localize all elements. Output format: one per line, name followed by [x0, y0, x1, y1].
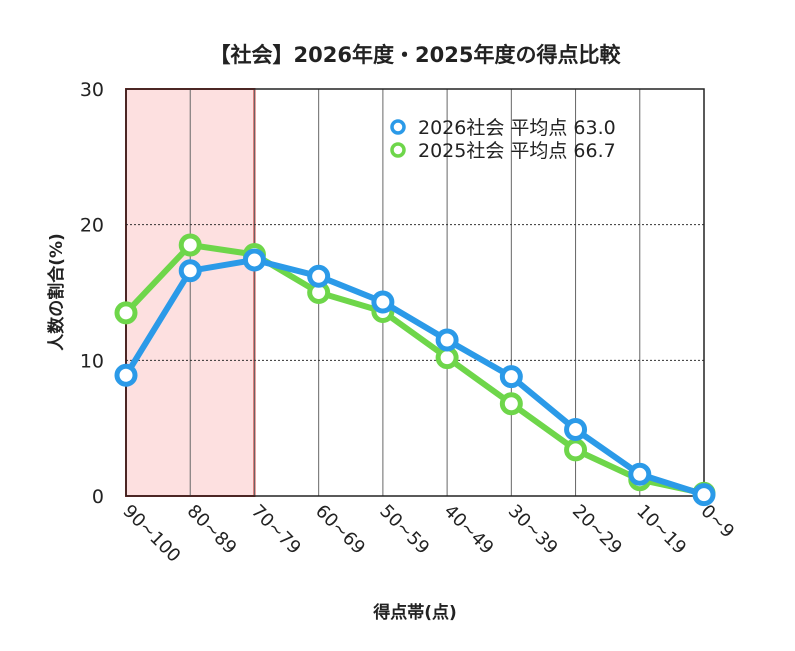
- x-tick-label: 70~79: [247, 501, 305, 559]
- legend-entry-2026: 2026社会 平均点 63.0: [418, 117, 616, 139]
- x-tick-label: 40~49: [440, 501, 498, 559]
- data-point: [242, 248, 266, 272]
- x-tick-label: 20~29: [568, 501, 626, 559]
- y-tick-label: 30: [80, 79, 104, 101]
- y-axis-ticks: 0 10 20 30: [80, 79, 104, 508]
- legend: 2026社会 平均点 63.0 2025社会 平均点 66.7: [390, 117, 616, 162]
- chart-title: 【社会】2026年度・2025年度の得点比較: [210, 43, 622, 67]
- data-point: [692, 483, 716, 507]
- x-tick-label: 30~39: [504, 501, 562, 559]
- data-point: [564, 438, 588, 462]
- data-point: [628, 462, 652, 486]
- data-point: [371, 290, 395, 314]
- x-tick-label: 80~89: [183, 501, 241, 559]
- y-tick-label: 10: [80, 350, 104, 372]
- legend-marker-2026: [390, 119, 406, 135]
- x-tick-label: 10~19: [632, 501, 690, 559]
- data-point: [564, 418, 588, 442]
- data-point: [499, 392, 523, 416]
- data-point: [178, 259, 202, 283]
- series-line: [123, 256, 705, 498]
- x-tick-label: 0~9: [696, 501, 738, 543]
- x-tick-label: 90~100: [118, 501, 184, 567]
- data-point: [114, 301, 138, 325]
- data-point: [499, 365, 523, 389]
- data-point: [178, 233, 202, 257]
- data-point: [307, 264, 331, 288]
- data-point: [114, 363, 138, 387]
- y-axis-label: 人数の割合(%): [46, 233, 67, 351]
- series-line: [123, 242, 705, 497]
- x-axis-label: 得点帯(点): [372, 602, 457, 623]
- plot-frame: [125, 88, 705, 497]
- x-tick-label: 50~59: [375, 501, 433, 559]
- data-point: [435, 328, 459, 352]
- legend-entry-2025: 2025社会 平均点 66.7: [418, 140, 616, 162]
- x-tick-label: 60~69: [311, 501, 369, 559]
- series-lines: [114, 233, 716, 507]
- y-tick-label: 20: [80, 215, 104, 237]
- series-2026: [114, 248, 716, 507]
- y-tick-label: 0: [92, 486, 104, 508]
- legend-marker-2025: [390, 142, 406, 158]
